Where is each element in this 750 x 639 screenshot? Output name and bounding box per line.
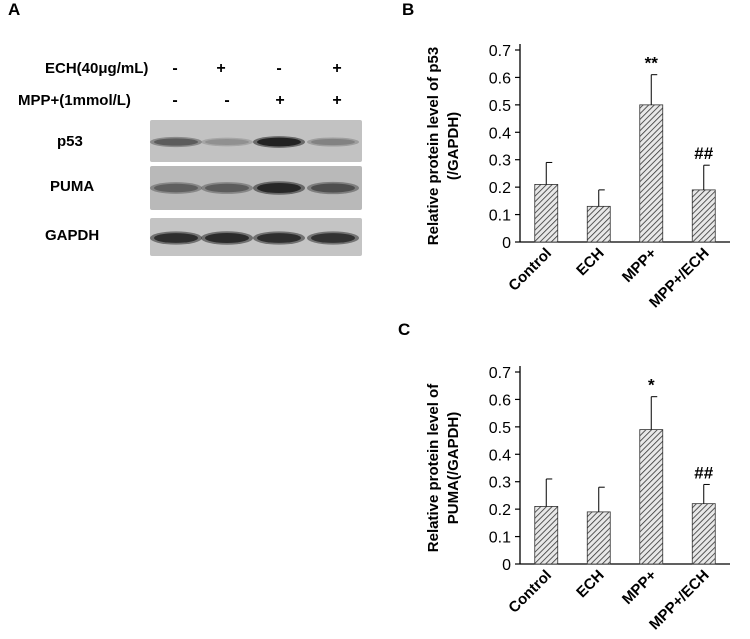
y-tick-label: 0.1 (489, 530, 511, 547)
mpp-sign-lane3: + (275, 92, 285, 109)
significance-mark: ## (694, 463, 713, 482)
y-tick-label: 0.6 (489, 392, 511, 409)
blot-band (257, 137, 301, 147)
x-tick-label: MPP+ (619, 245, 660, 286)
blot-band (205, 233, 249, 243)
bar-ech (586, 205, 611, 243)
mpp-sign-lane4: + (332, 92, 342, 109)
blot-band (257, 182, 301, 194)
gapdh-blot-label: GAPDH (45, 227, 100, 244)
x-tick-label: MPP+ (619, 567, 660, 608)
blot-band (154, 233, 198, 243)
y-axis-label: Relative protein level of p53 (425, 47, 442, 245)
gapdh-blot-svg (150, 218, 362, 256)
bar-mpp- (639, 429, 664, 565)
p53-blot-svg (150, 120, 362, 162)
y-tick-label: 0.7 (489, 43, 511, 60)
puma-blot-label: PUMA (50, 178, 95, 195)
panel-c-letter: C (398, 320, 411, 339)
y-tick-label: 0.5 (489, 420, 511, 437)
bar-control (534, 183, 559, 243)
panel-a-letter: A (8, 0, 21, 19)
blot-band (205, 139, 249, 145)
bar-ech (586, 511, 611, 565)
gapdh-blot-image (150, 218, 362, 256)
y-axis-label: (/GAPDH) (445, 112, 462, 180)
p53-blot-label: p53 (57, 133, 83, 150)
y-tick-label: 0.3 (489, 153, 511, 170)
blot-band (257, 233, 301, 243)
y-tick-label: 0 (502, 557, 511, 574)
y-tick-label: 0.5 (489, 98, 511, 115)
puma-blot-image (150, 166, 362, 210)
blot-band (154, 183, 198, 193)
ech-sign-lane3: - (276, 60, 282, 77)
ech-sign-lane4: + (332, 60, 342, 77)
y-axis-label: PUMA(/GAPDH) (445, 412, 462, 525)
panel-b-letter: B (402, 0, 415, 19)
bar-control (534, 505, 559, 565)
y-axis-label: Relative protein level of (425, 383, 442, 552)
x-tick-label: ECH (573, 567, 607, 601)
y-tick-label: 0.6 (489, 70, 511, 87)
mpp-sign-lane2: - (224, 92, 230, 109)
y-tick-label: 0.4 (489, 447, 511, 464)
bar-mpp-ech (691, 503, 716, 565)
blot-band (311, 233, 355, 243)
y-tick-label: 0.7 (489, 365, 511, 382)
x-tick-label: Control (505, 245, 555, 295)
significance-mark: ## (694, 144, 713, 163)
panel-c-chart: Relative protein level of PUMA(/GAPDH) 0 0.… (425, 365, 730, 633)
ech-condition-label: ECH(40μg/mL) (45, 60, 149, 77)
ech-sign-lane2: + (216, 60, 226, 77)
bar-mpp- (639, 104, 664, 243)
x-tick-label: Control (505, 567, 555, 617)
panel-b-chart: Relative protein level of p53 (/GAPDH) 0 0.… (425, 43, 730, 311)
y-tick-label: 0.2 (489, 180, 511, 197)
ech-sign-lane1: - (172, 60, 178, 77)
blot-band (205, 183, 249, 193)
p53-blot-image (150, 120, 362, 162)
mpp-sign-lane1: - (172, 92, 178, 109)
y-tick-label: 0.2 (489, 502, 511, 519)
significance-mark: ** (645, 54, 659, 73)
blot-band (311, 183, 355, 193)
bar-mpp-ech (691, 189, 716, 243)
y-tick-label: 0 (502, 235, 511, 252)
blot-band (311, 138, 355, 146)
y-tick-label: 0.4 (489, 125, 511, 142)
mpp-condition-label: MPP+(1mmol/L) (18, 92, 131, 109)
blot-band (154, 138, 198, 146)
significance-mark: * (648, 376, 655, 395)
y-tick-label: 0.3 (489, 475, 511, 492)
y-tick-label: 0.1 (489, 208, 511, 225)
x-tick-label: ECH (573, 245, 607, 279)
puma-blot-svg (150, 166, 362, 210)
